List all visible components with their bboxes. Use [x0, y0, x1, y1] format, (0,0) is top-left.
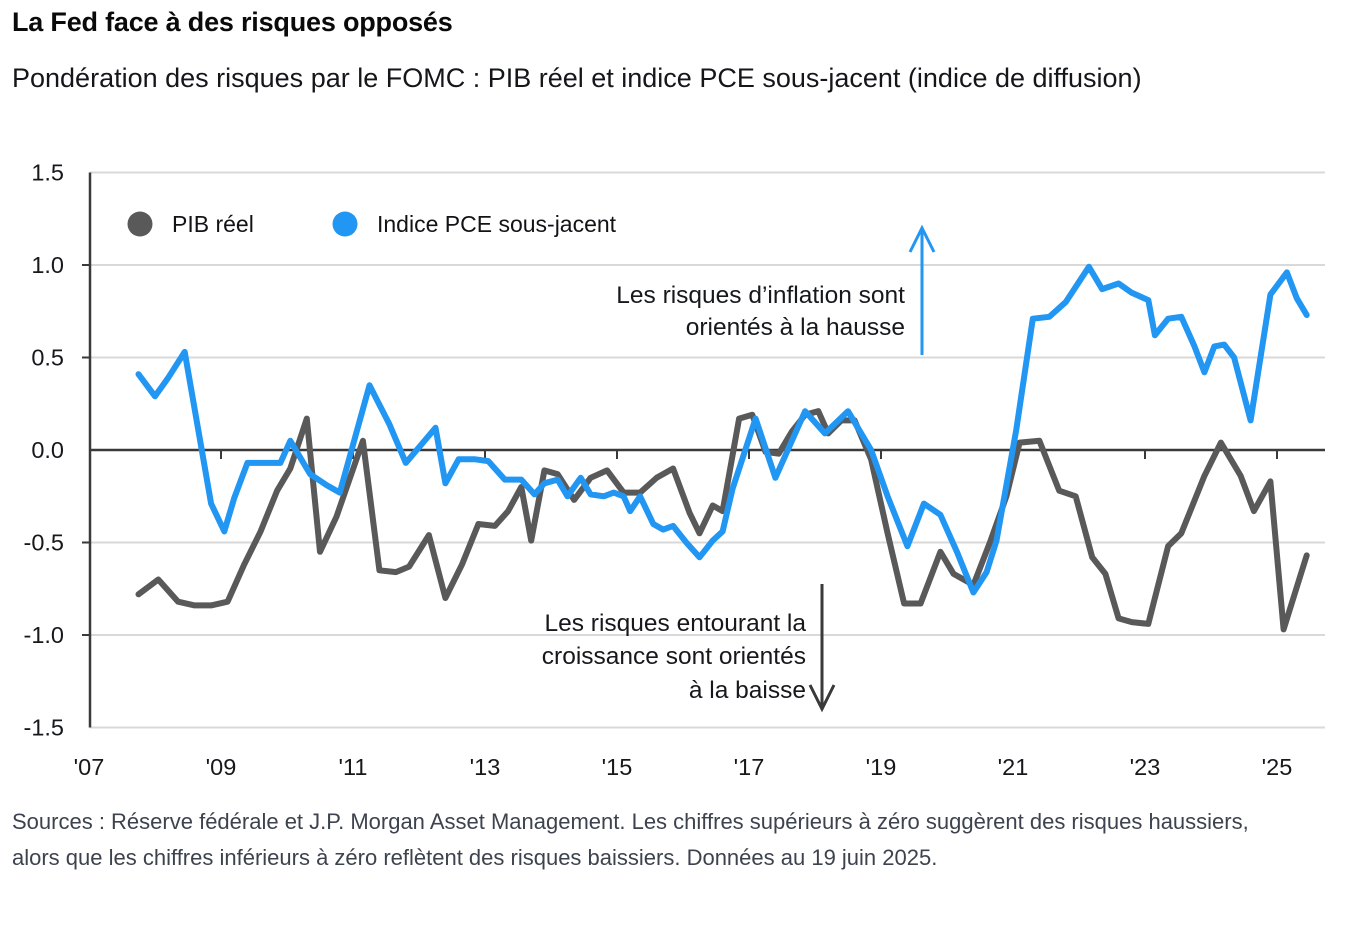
pce-legend-dot-icon — [332, 211, 358, 237]
chart-header: La Fed face à des risques opposés Pondér… — [0, 0, 1348, 104]
y-axis-label: 0.0 — [31, 437, 64, 463]
y-axis-labels: 1.5 1.0 0.5 0.0 -0.5 -1.0 -1.5 — [24, 160, 65, 741]
x-axis-label: '23 — [1130, 754, 1161, 780]
x-axis-label: '13 — [470, 754, 501, 780]
y-axis-label: 1.0 — [31, 252, 64, 278]
y-axis-label: -0.5 — [24, 530, 65, 556]
x-axis-labels: '07 '09 '11 '13 '15 '17 '19 '21 '23 '25 — [74, 754, 1293, 780]
y-axis-label: 0.5 — [31, 345, 64, 371]
y-axis-label: -1.0 — [24, 622, 65, 648]
y-axis-label: -1.5 — [24, 715, 65, 741]
x-axis-label: '07 — [74, 754, 105, 780]
x-axis-label: '15 — [602, 754, 633, 780]
growth-down-text: croissance sont orientés — [542, 643, 806, 670]
x-axis-label: '25 — [1262, 754, 1293, 780]
arrow-up-icon — [908, 224, 936, 253]
annotations: Les risques d’inflation sont orientés à l… — [542, 224, 936, 713]
gdp-legend-dot-icon — [127, 211, 153, 237]
growth-down-text: Les risques entourant la — [545, 610, 807, 637]
core-pce-series-line — [135, 263, 1310, 596]
gdp-series-line — [135, 408, 1310, 633]
legend-label: Indice PCE sous-jacent — [377, 211, 617, 237]
arrow-down-icon — [808, 684, 836, 713]
y-axis-label: 1.5 — [31, 160, 64, 186]
x-axis-label: '09 — [206, 754, 237, 780]
x-axis-ticks — [220, 450, 1278, 459]
inflation-up-text: orientés à la hausse — [686, 314, 905, 341]
gridlines — [90, 171, 1325, 729]
x-axis-label: '19 — [866, 754, 897, 780]
legend-label: PIB réel — [172, 211, 254, 237]
x-axis-label: '11 — [339, 754, 368, 780]
inflation-up-text: Les risques d’inflation sont — [616, 282, 905, 309]
chart-area: PIB réel Indice PCE sous-jacent Les risque… — [0, 160, 1348, 805]
growth-down-text: à la baisse — [689, 677, 806, 704]
page-subtitle: Pondération des risques par le FOMC : PI… — [12, 63, 1142, 94]
x-axis-label: '21 — [998, 754, 1029, 780]
page-title: La Fed face à des risques opposés — [12, 7, 453, 37]
legend: PIB réel Indice PCE sous-jacent — [127, 211, 617, 237]
source-note: Sources : Réserve fédérale et J.P. Morga… — [12, 809, 1249, 870]
x-axis-label: '17 — [734, 754, 765, 780]
